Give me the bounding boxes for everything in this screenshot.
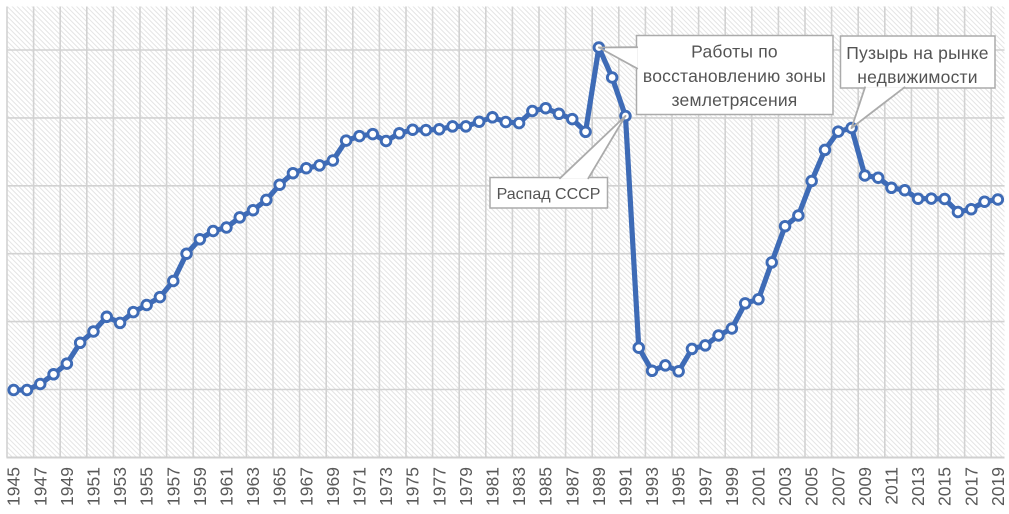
svg-text:1973: 1973 (376, 467, 396, 506)
svg-text:1975: 1975 (403, 467, 423, 506)
svg-text:2001: 2001 (748, 467, 768, 506)
svg-text:1979: 1979 (456, 467, 476, 506)
svg-text:2005: 2005 (802, 467, 822, 506)
svg-text:1989: 1989 (589, 467, 609, 506)
svg-text:2013: 2013 (908, 467, 928, 506)
svg-text:1959: 1959 (190, 467, 210, 506)
svg-text:2011: 2011 (881, 467, 901, 505)
svg-text:1963: 1963 (243, 467, 263, 506)
svg-text:1947: 1947 (30, 467, 50, 506)
svg-text:1985: 1985 (536, 467, 556, 506)
svg-text:2007: 2007 (828, 467, 848, 506)
svg-text:Пузырь на рынке: Пузырь на рынке (846, 43, 988, 63)
svg-text:1995: 1995 (669, 467, 689, 506)
svg-text:1977: 1977 (429, 467, 449, 506)
svg-text:1991: 1991 (615, 467, 635, 506)
svg-text:восстановлению зоны: восстановлению зоны (643, 66, 826, 86)
svg-text:1949: 1949 (57, 467, 77, 506)
svg-text:1945: 1945 (4, 467, 24, 506)
svg-text:1965: 1965 (270, 467, 290, 506)
svg-text:недвижимости: недвижимости (857, 67, 977, 87)
svg-text:1957: 1957 (163, 467, 183, 506)
svg-text:1967: 1967 (296, 467, 316, 506)
svg-text:2019: 2019 (988, 467, 1008, 506)
svg-text:Работы по: Работы по (691, 42, 778, 62)
svg-text:1981: 1981 (482, 467, 502, 506)
svg-text:2015: 2015 (935, 467, 955, 506)
svg-text:1951: 1951 (83, 467, 103, 506)
svg-text:1997: 1997 (695, 467, 715, 506)
svg-text:землетрясения: землетрясения (672, 90, 798, 110)
svg-text:1953: 1953 (110, 467, 130, 506)
svg-text:Распад СССР: Распад СССР (497, 186, 601, 203)
svg-text:1993: 1993 (642, 467, 662, 506)
svg-text:2009: 2009 (855, 467, 875, 506)
svg-text:1961: 1961 (216, 467, 236, 506)
svg-text:1969: 1969 (323, 467, 343, 506)
svg-text:1999: 1999 (722, 467, 742, 506)
svg-text:1955: 1955 (137, 467, 157, 506)
svg-text:2003: 2003 (775, 467, 795, 506)
svg-text:2017: 2017 (961, 467, 981, 506)
svg-text:1971: 1971 (349, 467, 369, 506)
svg-text:1987: 1987 (562, 467, 582, 506)
svg-text:1983: 1983 (509, 467, 529, 506)
